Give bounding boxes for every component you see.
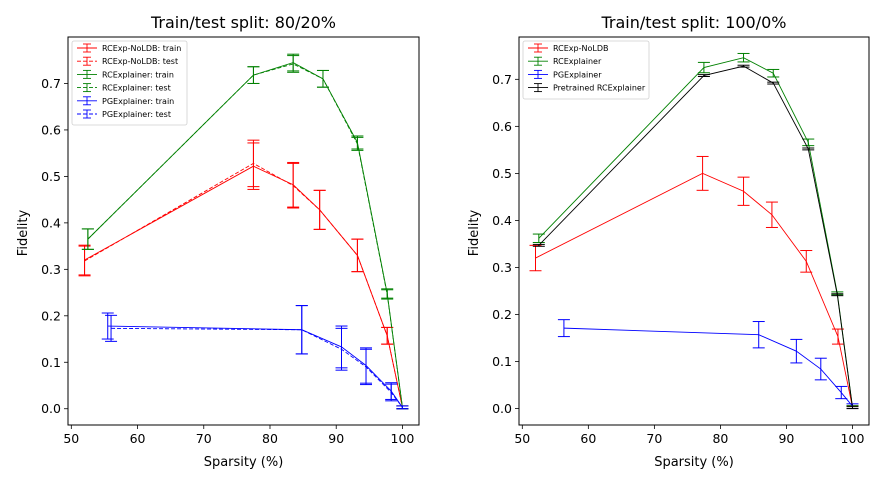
right-series-3 [532,64,859,410]
right-x-axis-label: Sparsity (%) [654,455,734,470]
left-y-tick-label: 0.4 [41,215,61,230]
right-legend: RCExp-NoLDB RCExplainer PGExplainer Pretrai… [522,40,650,100]
right-x-tick-label: 90 [778,431,794,446]
left-x-tick-label: 90 [328,431,344,446]
right-y-tick-label: 0.6 [492,119,512,134]
left-legend-label: PGExplainer: train [102,97,174,106]
right-chart-panel: Train/test split: 100/0% Sparsity (%) Fi… [467,13,870,470]
left-y-tick-label: 0.7 [41,76,61,91]
right-y-tick-label: 0.4 [492,213,512,228]
left-x-tick-label: 70 [196,431,212,446]
right-y-tick-label: 0.3 [492,260,512,275]
left-series-5 [105,305,409,410]
left-y-tick-label: 0.5 [41,169,61,184]
right-series-2 [557,319,859,410]
left-x-tick-label: 60 [130,431,146,446]
right-legend-label: RCExplainer [553,57,602,66]
left-y-tick-label: 0.3 [41,262,61,277]
left-x-tick-label: 80 [262,431,278,446]
right-y-tick-label: 0.1 [492,354,512,369]
left-legend-box [71,40,188,126]
right-legend-box [522,40,650,100]
left-series-line [84,165,403,408]
left-chart-panel: Train/test split: 80/20% Sparsity (%) Fi… [16,13,420,470]
right-series-line [538,65,853,408]
right-series-line [535,172,853,408]
left-series-line [111,327,403,408]
left-x-tick-label: 50 [63,431,79,446]
right-legend-label: Pretrained RCExplainer [553,84,646,93]
right-chart-title: Train/test split: 100/0% [600,13,786,32]
left-series-1 [78,139,409,410]
left-legend-label: RCExplainer: test [102,84,171,93]
right-series-1 [532,52,859,410]
left-legend-label: RCExplainer: train [102,70,174,79]
right-x-tick-label: 60 [580,431,596,446]
left-legend-label: RCExp-NoLDB: test [102,57,178,66]
right-x-tick-label: 100 [841,431,865,446]
right-y-axis-label: Fidelity [467,209,482,256]
left-series-line [107,325,403,408]
right-legend-label: RCExp-NoLDB [553,44,608,53]
right-legend-label: PGExplainer [553,70,602,79]
right-y-tick-label: 0.5 [492,166,512,181]
right-x-tick-label: 50 [514,431,530,446]
left-legend-label: PGExplainer: test [102,110,171,119]
left-plot-frame [67,36,420,426]
left-legend-label: RCExp-NoLDB: train [102,44,181,53]
left-x-axis-label: Sparsity (%) [204,455,284,470]
left-y-tick-label: 0.6 [41,122,61,137]
left-y-tick-label: 0.0 [41,401,61,416]
left-y-axis-label: Fidelity [16,209,31,256]
right-series-line [563,327,853,407]
left-y-tick-label: 0.2 [41,308,61,323]
left-legend: RCExp-NoLDB: train RCExp-NoLDB: test RCExp… [71,40,188,126]
right-y-tick-label: 0.7 [492,72,512,87]
right-x-tick-label: 80 [712,431,728,446]
left-series-4 [101,305,409,410]
right-plot-frame [518,36,870,426]
right-x-tick-label: 70 [646,431,662,446]
left-series-line [84,162,403,408]
left-series-0 [78,142,409,410]
left-x-tick-label: 100 [391,431,415,446]
right-y-tick-label: 0.2 [492,307,512,322]
right-y-tick-label: 0.0 [492,401,512,416]
left-chart-title: Train/test split: 80/20% [150,13,336,32]
right-series-0 [529,155,859,410]
left-y-tick-label: 0.1 [41,355,61,370]
